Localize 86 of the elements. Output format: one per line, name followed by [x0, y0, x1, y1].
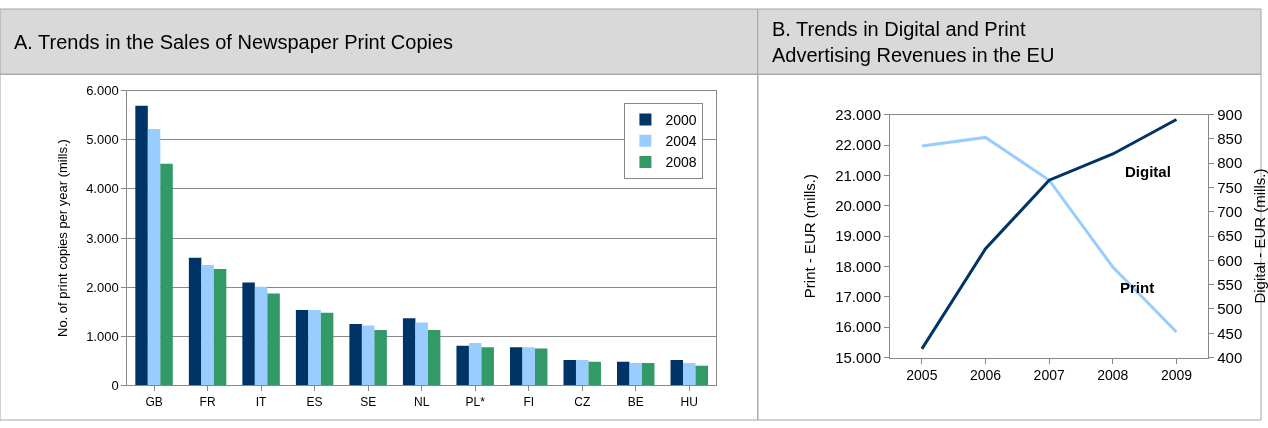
x-tick-label: 2008 — [1097, 367, 1129, 384]
legend-label: 2004 — [665, 133, 697, 150]
x-tick-label: 2007 — [1033, 367, 1065, 384]
y2-tick-label: 800 — [1217, 154, 1243, 172]
bar — [188, 257, 202, 386]
series-label: Digital — [1125, 163, 1171, 180]
bar — [695, 365, 708, 386]
bar — [320, 312, 334, 386]
bar — [534, 348, 548, 386]
y-tick-label: 1.000 — [86, 328, 119, 344]
y2-tick-label: 850 — [1217, 130, 1243, 148]
y2-tick-label: 500 — [1217, 300, 1243, 318]
bar — [575, 360, 589, 386]
y2-tick-label: 450 — [1217, 324, 1243, 342]
bar — [481, 347, 494, 386]
x-tick-label: BE — [627, 394, 644, 409]
y-tick-label: 4.000 — [86, 181, 119, 197]
legend-label: 2000 — [665, 112, 697, 129]
x-tick-label: PL* — [465, 394, 486, 409]
x-tick-label: HU — [680, 394, 698, 409]
bar — [617, 361, 630, 386]
x-tick-label: FI — [523, 394, 535, 409]
y2-tick-label: 650 — [1217, 227, 1243, 245]
bar — [427, 329, 441, 386]
y2-tick-label: 900 — [1217, 105, 1243, 123]
y-tick-label: 23.000 — [835, 105, 882, 123]
x-tick-label: NL — [413, 394, 430, 409]
bar — [563, 360, 576, 386]
bar — [641, 363, 655, 386]
y-axis-title: Print - EUR (mills.) — [801, 174, 819, 299]
y-tick-label: 2.000 — [86, 279, 119, 295]
y-tick-label: 19.000 — [835, 227, 882, 245]
y-tick-label: 17.000 — [835, 288, 882, 306]
y2-tick-label: 550 — [1217, 275, 1243, 293]
y2-axis-title: Digital - EUR (mills.) — [1251, 168, 1268, 304]
bar — [295, 310, 309, 386]
y-tick-label: 3.000 — [86, 230, 119, 246]
x-tick-label: 2005 — [906, 367, 938, 384]
chart-title: B. Trends in Digital and Print Advertising Revenues in the EU — [772, 18, 1055, 66]
y-tick-label: 0 — [111, 377, 119, 393]
y-tick-label: 6.000 — [86, 83, 119, 99]
bar — [361, 325, 375, 386]
bar — [509, 347, 523, 386]
x-tick-label: 2006 — [969, 367, 1002, 384]
bar — [308, 310, 321, 386]
bar — [522, 347, 535, 386]
y2-tick-label: 400 — [1217, 348, 1243, 366]
y-tick-label: 5.000 — [86, 132, 119, 148]
y-tick-label: 15.000 — [835, 348, 882, 366]
bar — [201, 265, 214, 386]
bar — [629, 363, 642, 386]
y2-tick-label: 750 — [1217, 178, 1243, 196]
bar — [670, 360, 684, 386]
bar — [147, 128, 161, 386]
bar — [456, 345, 469, 386]
y-tick-label: 16.000 — [835, 318, 882, 336]
bar — [160, 163, 173, 386]
x-tick-label: GB — [145, 394, 163, 409]
x-tick-label: SE — [360, 394, 377, 409]
y-tick-label: 20.000 — [835, 196, 882, 214]
y-tick-label: 21.000 — [835, 166, 882, 184]
chart-title: A. Trends in the Sales of Newspaper Print Copies — [14, 31, 454, 53]
y2-tick-label: 600 — [1217, 251, 1243, 269]
bar — [402, 318, 416, 386]
bar — [468, 342, 482, 386]
bar — [242, 282, 255, 386]
legend-label: 2008 — [665, 154, 697, 171]
x-tick-label: FR — [199, 394, 216, 409]
bar — [267, 293, 280, 386]
x-tick-label: CZ — [574, 394, 591, 409]
bar — [374, 329, 387, 386]
bar — [213, 268, 227, 386]
x-tick-label: 2009 — [1160, 367, 1193, 384]
bar — [254, 286, 268, 386]
bar — [415, 322, 428, 386]
x-tick-label: IT — [255, 394, 268, 409]
bar — [349, 324, 362, 386]
bar — [135, 105, 148, 386]
bar — [683, 363, 696, 386]
y-tick-label: 22.000 — [835, 136, 882, 154]
y-tick-label: 18.000 — [835, 257, 882, 275]
bar — [588, 361, 601, 386]
series-label: Print — [1120, 279, 1155, 296]
y-axis-title: No. of print copies per year (mills.) — [55, 139, 71, 337]
y2-tick-label: 700 — [1217, 203, 1243, 221]
x-tick-label: ES — [306, 394, 323, 409]
